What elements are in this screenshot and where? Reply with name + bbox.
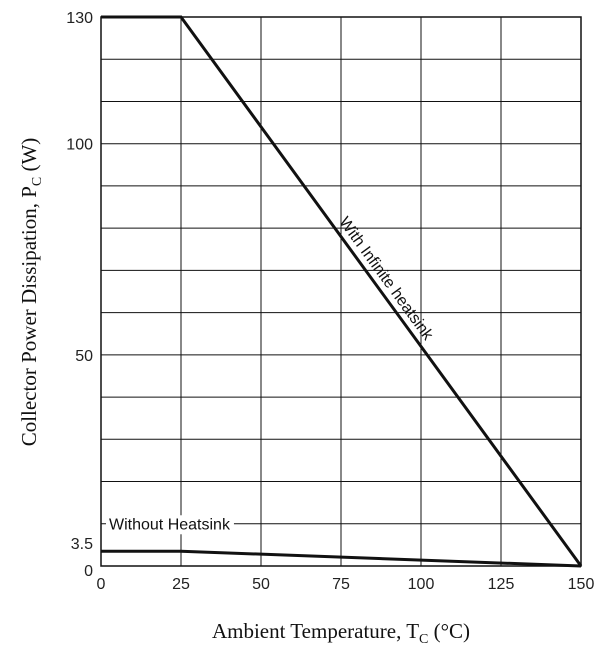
x-tick-label: 125 [488, 576, 515, 593]
y-axis-title: Collector Power Dissipation, PC (W) [17, 138, 45, 447]
y-axis-title-unit: (W) [17, 138, 41, 177]
tick-labels: 0 25 50 75 100 125 150 0 3.5 50 100 130 [66, 10, 594, 593]
x-tick-label: 100 [408, 576, 435, 593]
y-axis-title-main: Collector Power Dissipation, P [17, 186, 41, 446]
series-line-without-heatsink [101, 549, 582, 568]
series-label-without-heatsink: Without Heatsink [109, 516, 231, 533]
series [101, 15, 583, 568]
x-axis-title-subscript: C [419, 632, 428, 647]
x-axis-title-unit: (°C) [428, 619, 470, 643]
x-tick-label: 25 [172, 576, 190, 593]
x-tick-label: 75 [332, 576, 350, 593]
label-background [106, 515, 234, 535]
grid [100, 17, 582, 566]
y-tick-label: 100 [66, 137, 93, 154]
x-tick-label: 150 [568, 576, 595, 593]
series-line-with-infinite-heatsink [101, 15, 583, 567]
x-axis-title-main: Ambient Temperature, T [212, 619, 419, 643]
y-axis-title-subscript: C [30, 177, 45, 186]
y-tick-label: 3.5 [71, 536, 93, 553]
x-axis-title: Ambient Temperature, TC (°C) [212, 619, 470, 647]
x-tick-label: 50 [252, 576, 270, 593]
y-tick-label: 130 [66, 10, 93, 27]
y-tick-label: 0 [84, 563, 93, 580]
x-tick-label: 0 [97, 576, 106, 593]
plot-frame [100, 16, 582, 567]
y-tick-label: 50 [75, 348, 93, 365]
